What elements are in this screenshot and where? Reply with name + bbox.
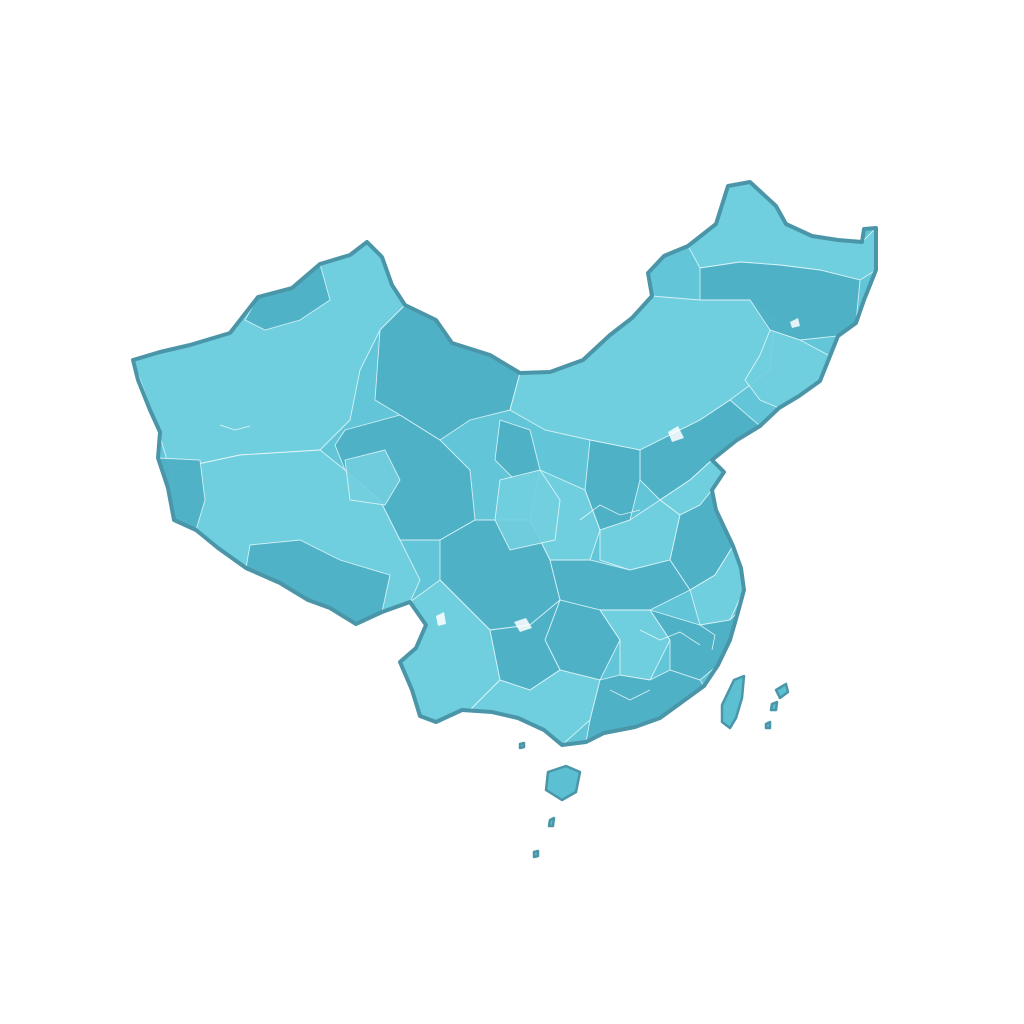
region-chongqing: [494, 469, 561, 551]
river-network: [219, 424, 716, 701]
small-island: [769, 700, 779, 712]
lake: [790, 318, 800, 328]
small-islet: [518, 741, 526, 750]
lake: [436, 612, 446, 626]
taiwan-island: [720, 674, 746, 730]
lake: [668, 426, 684, 442]
south-sea-islet: [547, 816, 556, 828]
national-border: [131, 180, 878, 747]
hainan-island: [544, 764, 582, 802]
south-sea-islet: [532, 849, 540, 859]
diaoyu-island: [774, 682, 790, 700]
lakes-and-details: [219, 318, 800, 701]
province-regions: [133, 182, 876, 745]
region-tibet-west: [157, 457, 206, 531]
region-qinghai-lake: [344, 449, 401, 506]
mainland: [131, 180, 878, 747]
lake: [514, 618, 532, 632]
islands: [518, 674, 790, 859]
small-islet: [764, 720, 772, 730]
